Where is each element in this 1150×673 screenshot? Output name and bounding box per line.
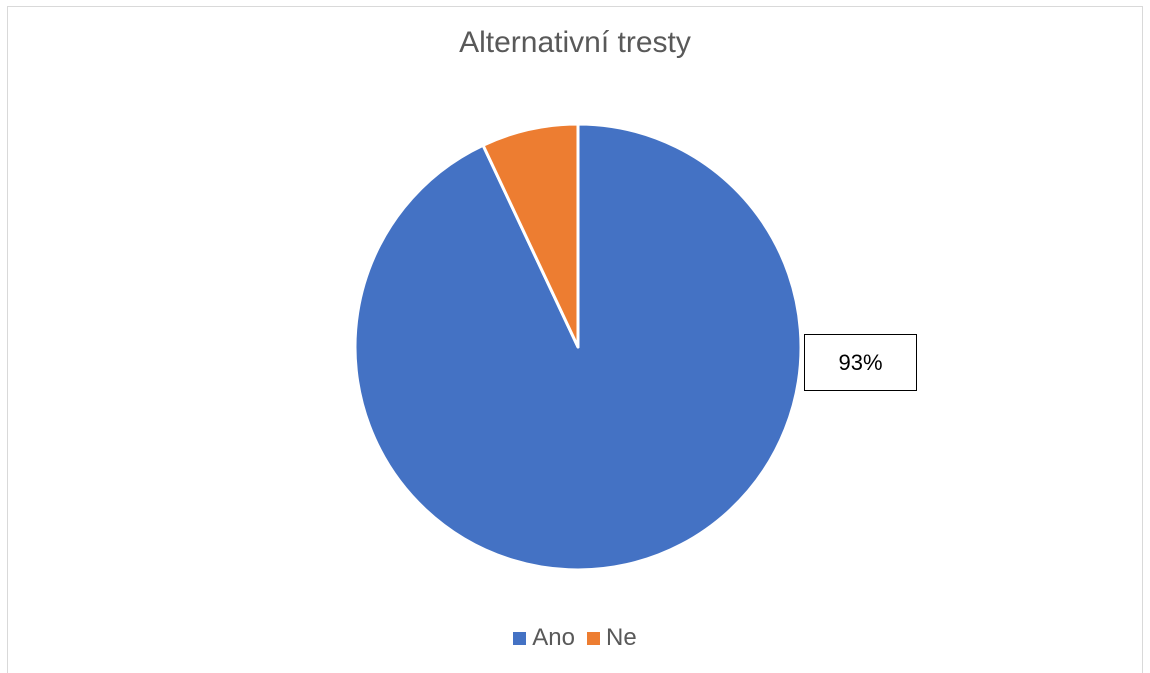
- legend-label-ne: Ne: [606, 624, 637, 651]
- pie-slice-ne: [481, 122, 580, 349]
- legend-item-ano: Ano: [513, 624, 575, 652]
- legend-item-ne: Ne: [587, 624, 637, 652]
- legend-swatch-ano: [513, 631, 527, 645]
- chart-title: Alternativní tresty: [459, 26, 691, 59]
- legend: Ano Ne: [0, 624, 1150, 652]
- legend-label-ano: Ano: [532, 624, 575, 651]
- data-label-ano: 93%: [804, 334, 917, 391]
- legend-swatch-ne: [587, 631, 600, 645]
